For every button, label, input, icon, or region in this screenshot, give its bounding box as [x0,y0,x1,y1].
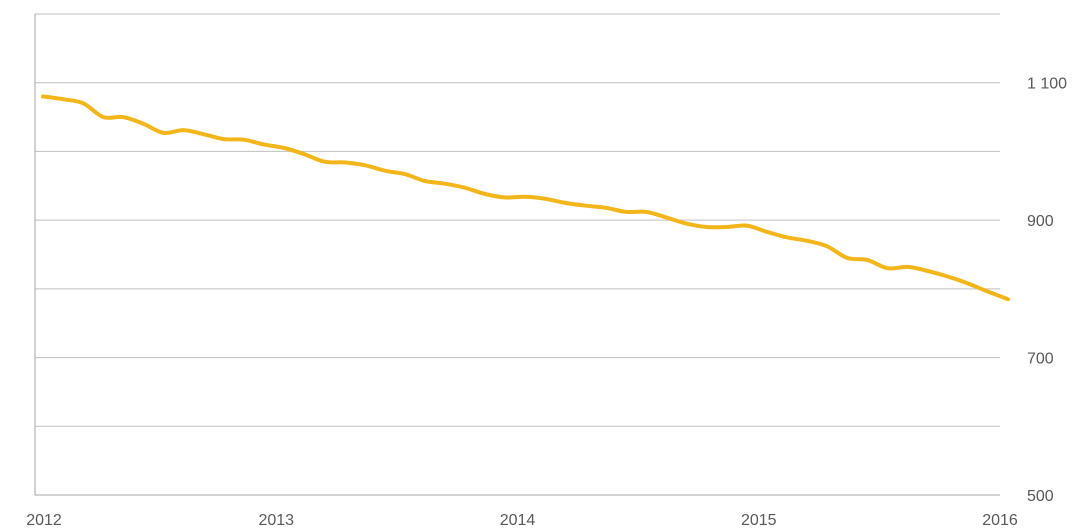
series-line [41,94,1010,302]
x-tick-label: 2014 [500,512,536,529]
x-tick-label: 2012 [26,512,62,529]
y-tick-label: 900 [1027,213,1054,230]
gridlines [35,13,1000,496]
x-tick-label: 2016 [982,512,1018,529]
x-tick-label: 2013 [258,512,294,529]
x-tick-label: 2015 [741,512,777,529]
y-tick-label: 500 [1027,488,1054,505]
y-tick-label: 700 [1027,351,1054,368]
y-tick-labels: 500 700 900 1 100 [1027,76,1067,505]
y-tick-label: 1 100 [1027,76,1067,93]
x-tick-labels: 2012 2013 2014 2015 2016 [26,512,1018,529]
